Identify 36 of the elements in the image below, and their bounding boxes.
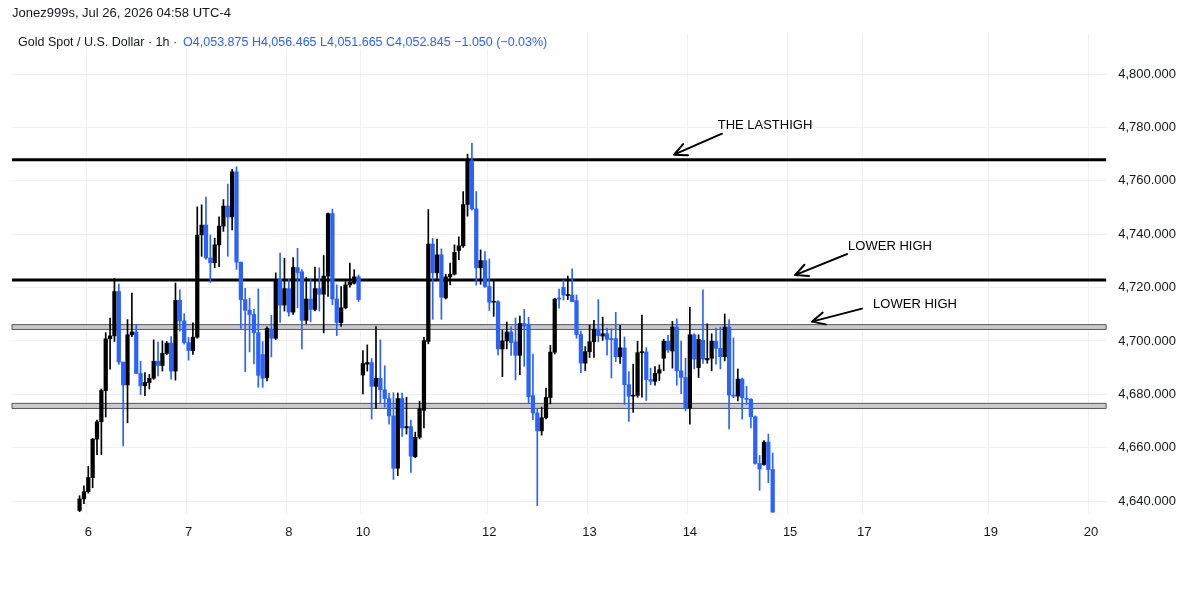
x-tick-label: 13 xyxy=(582,523,597,539)
band-label: LOWER HIGH xyxy=(873,296,957,312)
x-tick-label: 15 xyxy=(782,523,798,539)
ref-line-label: LOWER HIGH xyxy=(848,237,932,253)
y-tick-label: 4,760.000 xyxy=(1118,172,1177,188)
candlestick xyxy=(713,327,719,365)
y-tick-label: 4,640.000 xyxy=(1118,492,1177,508)
x-tick-label: 19 xyxy=(983,523,998,539)
x-tick-label: 6 xyxy=(84,523,92,539)
candlestick xyxy=(225,183,230,257)
x-tick-label: 8 xyxy=(285,523,293,539)
x-tick-label: 10 xyxy=(355,523,371,539)
y-tick-label: 4,780.000 xyxy=(1118,118,1177,134)
y-tick-label: 4,680.000 xyxy=(1118,385,1177,401)
x-tick-label: 7 xyxy=(184,523,193,539)
chart-subtitle: O4,053.875 H4,056.465 L4,051.665 C4,052.845 −1.050 (−0.03%) xyxy=(183,35,548,49)
candlestick xyxy=(373,326,379,409)
candlestick xyxy=(600,316,605,341)
candlestick xyxy=(142,372,148,396)
candlestick xyxy=(639,314,645,398)
y-tick-label: 4,700.000 xyxy=(1118,332,1177,348)
y-tick-label: 4,720.000 xyxy=(1118,279,1177,295)
candlestick xyxy=(155,341,161,377)
y-tick-label: 4,740.000 xyxy=(1118,225,1177,241)
candlestick xyxy=(317,267,322,312)
x-tick-label: 17 xyxy=(856,523,872,539)
candlestick xyxy=(596,299,601,343)
x-tick-label: 12 xyxy=(482,523,497,539)
candlestick xyxy=(617,325,623,364)
y-tick-label: 4,660.000 xyxy=(1118,439,1177,455)
ref-line-label: THE LASTHIGH xyxy=(717,117,813,133)
x-tick-label: 20 xyxy=(1083,523,1099,539)
x-tick-label: 14 xyxy=(682,523,698,539)
chart-title: Gold Spot / U.S. Dollar · 1h · xyxy=(18,35,178,49)
y-tick-label: 4,800.000 xyxy=(1118,65,1177,81)
text: Jonez999s, Jul 26, 2026 04:58 UTC-4 xyxy=(12,5,231,20)
